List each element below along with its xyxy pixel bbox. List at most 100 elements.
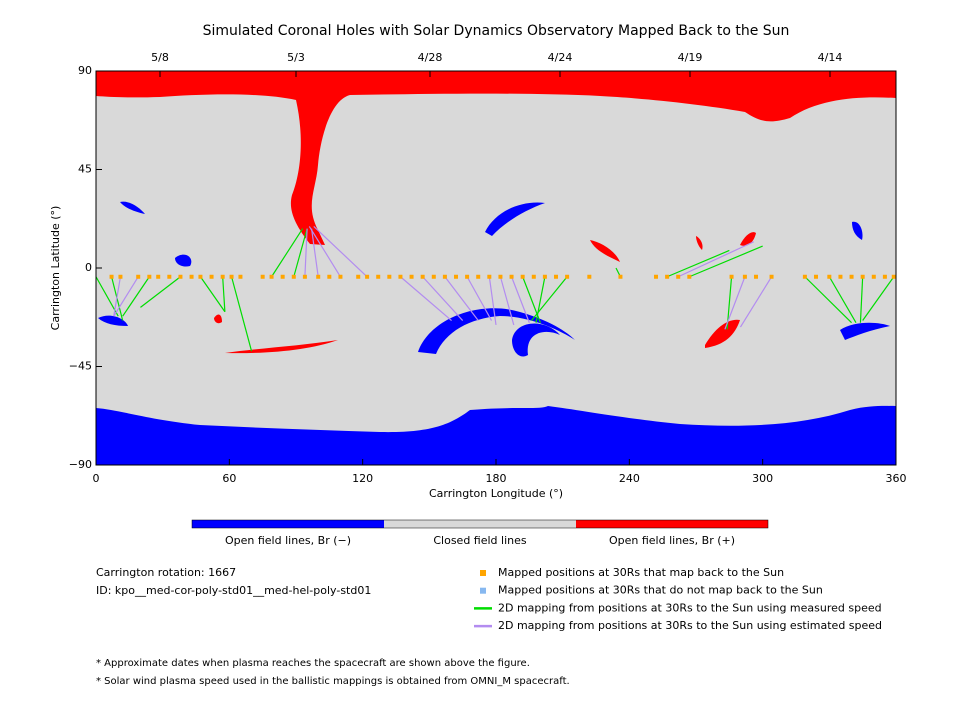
coronal-hole: [225, 340, 338, 354]
mapped-point: [220, 274, 225, 279]
info-text: ID: kpo__med-cor-poly-std01__med-hel-pol…: [96, 584, 371, 597]
mapped-point: [838, 274, 843, 279]
mapping-line: [293, 228, 308, 277]
coronal-hole: [175, 254, 192, 267]
mapping-line: [400, 276, 452, 321]
colorbar-label: Closed field lines: [433, 534, 527, 547]
mapping-line: [859, 276, 864, 323]
mapped-point: [338, 274, 343, 279]
y-tick-label: 0: [85, 261, 92, 274]
top-tick-label: 4/28: [418, 51, 443, 64]
mapped-point: [398, 274, 403, 279]
mapped-point: [520, 274, 525, 279]
legend-label: Mapped positions at 30Rs that do not map…: [498, 584, 823, 597]
mapping-line: [531, 276, 568, 321]
coronal-hole: [485, 202, 545, 236]
mapped-point: [618, 274, 623, 279]
top-tick-label: 5/8: [151, 51, 169, 64]
colorbar-label: Open field lines, Br (−): [225, 534, 351, 547]
colorbar-frame: [191, 519, 769, 529]
colorbar-segment: [192, 520, 384, 528]
mapping-line: [422, 276, 464, 321]
coronal-hole: [120, 201, 145, 214]
mapping-line: [666, 249, 730, 278]
mapped-point: [431, 274, 436, 279]
legend-label: 2D mapping from positions at 30Rs to the…: [498, 619, 882, 632]
mapping-line: [466, 276, 493, 321]
mapping-line: [113, 276, 139, 317]
mapped-point: [654, 274, 658, 279]
legend-marker: [480, 570, 486, 576]
data-layer: [95, 225, 896, 352]
mapped-point: [229, 274, 234, 279]
mapped-point: [327, 274, 332, 279]
x-tick-label: 300: [752, 472, 773, 485]
mapped-point: [442, 274, 447, 279]
mapped-point: [365, 274, 370, 279]
mapped-point: [860, 274, 865, 279]
mapping-line: [677, 241, 755, 278]
mapped-point: [156, 274, 161, 279]
mapped-point: [291, 274, 296, 279]
mapped-point: [849, 274, 854, 279]
closed-field-region: [96, 71, 896, 465]
mapped-point: [871, 274, 876, 279]
mapped-point: [260, 274, 265, 279]
mapped-point: [109, 274, 114, 279]
coronal-hole: [840, 322, 890, 340]
mapped-point: [487, 274, 492, 279]
mapping-line: [862, 276, 895, 321]
mapped-point: [465, 274, 470, 279]
mapping-line: [113, 276, 122, 317]
mapped-point: [420, 274, 425, 279]
mapped-point: [189, 274, 194, 279]
y-tick-label: 45: [78, 163, 92, 176]
mapped-point: [587, 274, 592, 279]
mapping-line: [122, 276, 150, 317]
mapping-line: [310, 228, 319, 277]
mapped-point: [565, 274, 570, 279]
mapping-line: [488, 276, 497, 325]
mapped-point: [802, 274, 807, 279]
mapping-line: [535, 276, 546, 323]
mapping-line: [230, 276, 253, 352]
y-tick-label: 90: [78, 64, 92, 77]
mapped-point: [356, 274, 361, 279]
coronal-hole: [852, 221, 863, 240]
mapped-point: [118, 274, 123, 279]
coronal-hole: [512, 323, 560, 357]
mapped-point: [729, 274, 734, 279]
mapping-line: [739, 276, 773, 328]
mapped-point: [509, 274, 514, 279]
mapping-line: [308, 226, 341, 278]
top-tick-label: 5/3: [287, 51, 305, 64]
y-tick-label: −90: [69, 458, 92, 471]
mapping-line: [304, 228, 308, 277]
mapping-line: [140, 276, 181, 308]
mapped-point: [742, 274, 747, 279]
negative-open-region: [96, 405, 896, 465]
mapped-point: [409, 274, 414, 279]
top-tick-label: 4/14: [818, 51, 843, 64]
mapped-point: [147, 274, 152, 279]
colorbar-segment: [576, 520, 768, 528]
top-tick-label: 4/24: [548, 51, 573, 64]
mapping-line: [271, 228, 304, 278]
chart-title: Simulated Coronal Holes with Solar Dynam…: [203, 23, 790, 39]
x-tick-label: 360: [886, 472, 907, 485]
positive-open-region: [96, 71, 896, 245]
mapped-point: [376, 274, 381, 279]
mapping-line: [689, 245, 763, 278]
coronal-hole: [740, 232, 756, 246]
coronal-hole: [418, 308, 575, 354]
footnote: * Solar wind plasma speed used in the ba…: [96, 676, 570, 687]
coronal-hole: [696, 236, 703, 250]
colorbar-label: Open field lines, Br (+): [609, 534, 735, 547]
legend-label: Mapped positions at 30Rs that map back t…: [498, 566, 784, 579]
mapping-line: [828, 276, 857, 324]
coronal-hole: [98, 315, 128, 326]
x-tick-label: 240: [619, 472, 640, 485]
coronal-hole: [214, 314, 222, 324]
mapped-point: [387, 274, 392, 279]
